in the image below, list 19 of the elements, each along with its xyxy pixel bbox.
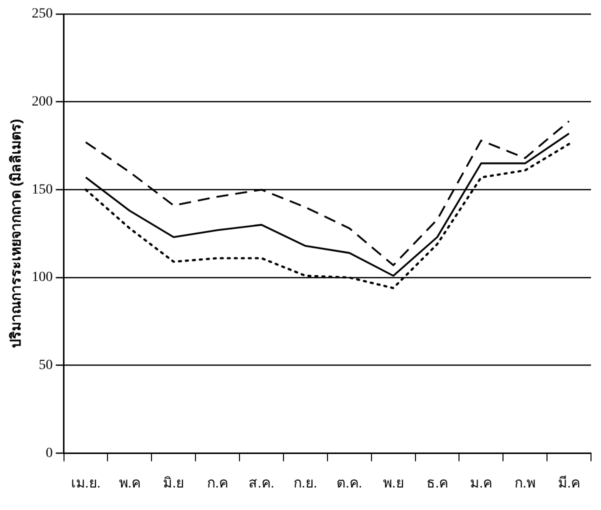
x-tick-label: ธ.ค [426, 474, 448, 490]
y-tick-label: 150 [32, 182, 53, 198]
y-tick-label: 0 [46, 446, 53, 461]
x-tick-label: ม.ค [470, 474, 492, 490]
x-tick-label: มี.ค [558, 474, 580, 490]
x-tick-label: ก.พ [514, 474, 536, 490]
y-tick-label: 200 [32, 94, 53, 110]
y-axis-title: ปริมาณการระเหยจากถาด (มิลลิเมตร) [7, 118, 24, 348]
x-tick-label: ก.ย. [294, 474, 318, 490]
x-tick-label: ต.ค. [336, 474, 362, 490]
x-tick-label: เม.ย. [70, 474, 101, 490]
y-tick-label: 50 [38, 358, 53, 374]
x-tick-label: ก.ค [207, 474, 228, 490]
x-tick-label: พ.ย [382, 474, 404, 490]
y-tick-label: 250 [32, 6, 53, 22]
y-tick-label: 100 [32, 270, 53, 286]
x-tick-label: ส.ค. [248, 474, 274, 490]
x-tick-label: มิ.ย [163, 474, 184, 490]
x-tick-label: พ.ค [118, 474, 141, 490]
